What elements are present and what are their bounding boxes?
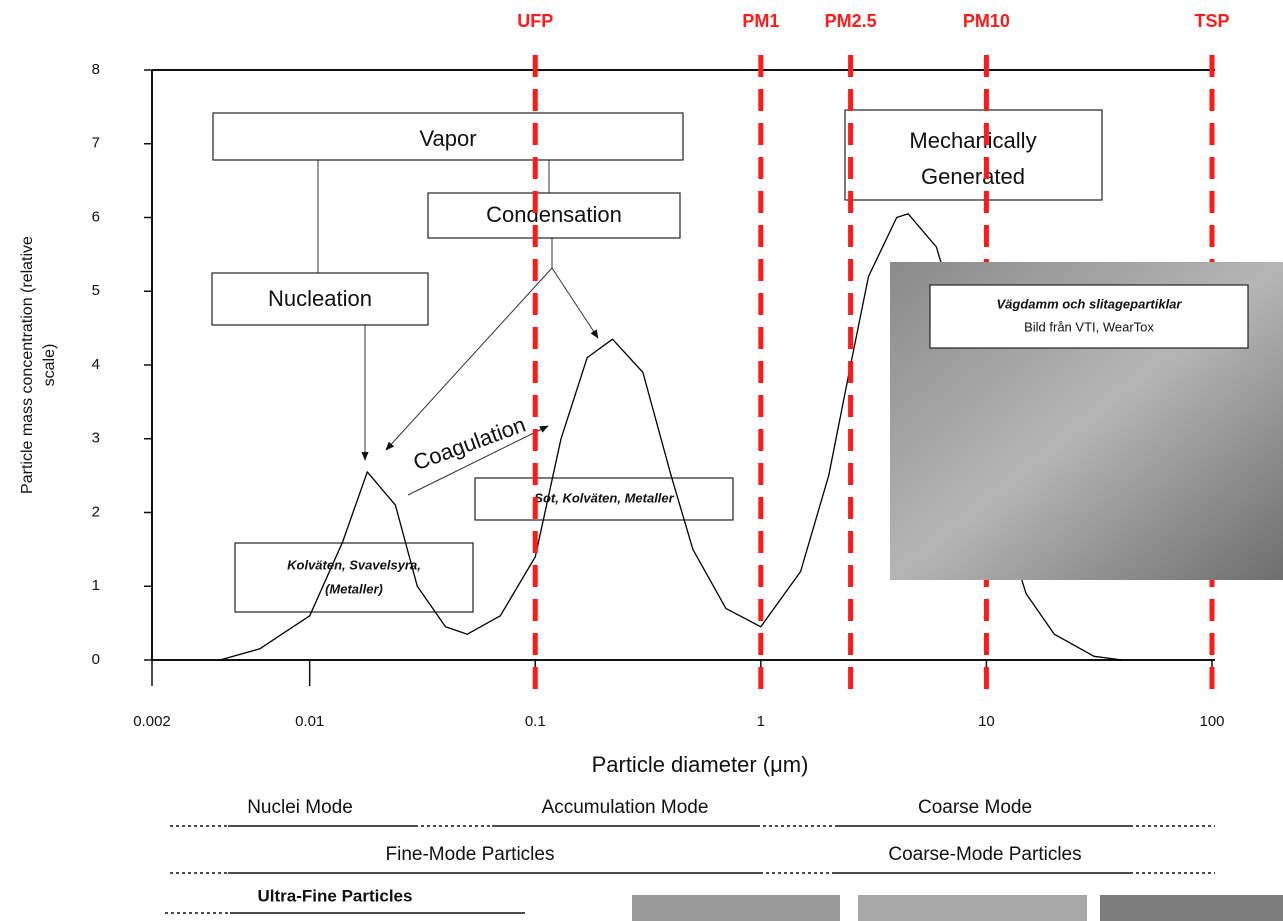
ultrafine-label: Ultra-Fine Particles	[258, 886, 413, 905]
size-ranges: Nuclei Mode Accumulation Mode Coarse Mod…	[165, 797, 1215, 914]
x-tick-label: 10	[978, 713, 995, 730]
photo-caption-box	[929, 284, 1249, 349]
reference-label: PM1	[742, 11, 779, 31]
particles-label: Fine-Mode Particles	[386, 844, 555, 865]
y-axis-title: Particle mass concentration (relative	[19, 236, 36, 494]
mechanical-box	[844, 109, 1103, 201]
reference-label: TSP	[1194, 11, 1229, 31]
x-tick-label: 100	[1199, 713, 1224, 730]
soot-box	[474, 477, 734, 521]
organics-note: Kolväten, Svavelsyra,	[287, 557, 421, 572]
y-tick-label: 6	[92, 208, 100, 225]
vapor-label: Vapor	[419, 126, 476, 151]
y-tick-label: 5	[92, 282, 100, 299]
y-tick-label: 7	[92, 135, 100, 152]
thumbnail	[1100, 895, 1283, 921]
particles-label: Coarse-Mode Particles	[888, 844, 1081, 865]
y-tick-label: 4	[92, 356, 100, 373]
x-tick-label: 0.01	[295, 713, 324, 730]
axes: 0 1 2 3 4 5 6 7 8 0.002 0.01 0.1 1 10 100	[92, 61, 1225, 730]
x-tick-label: 1	[757, 713, 765, 730]
soot-note: Sot, Kolväten, Metaller	[534, 490, 674, 505]
reference-label: UFP	[517, 11, 553, 31]
condensation-label: Condensation	[486, 202, 622, 227]
arrow	[407, 425, 549, 496]
vapor-box	[212, 112, 684, 161]
thumbnail	[632, 895, 840, 921]
mode-label: Nuclei Mode	[247, 797, 353, 818]
y-tick-label: 2	[92, 503, 100, 520]
y-tick-label: 0	[92, 651, 100, 668]
coagulation-label: Coagulation	[410, 412, 529, 476]
y-tick-label: 1	[92, 577, 100, 594]
y-axis-title: scale)	[41, 344, 58, 387]
x-tick-label: 0.1	[525, 713, 546, 730]
reference-label: PM2.5	[825, 11, 877, 31]
arrow	[385, 267, 553, 451]
x-axis-title: Particle diameter (μm)	[592, 752, 809, 777]
mechanical-label: Mechanically	[909, 128, 1036, 153]
nucleation-label: Nucleation	[268, 286, 372, 311]
condensation-box	[427, 192, 681, 239]
photo-caption: Bild från VTI, WearTox	[1024, 319, 1154, 334]
arrow	[551, 267, 599, 339]
photo-caption: Vägdamm och slitagepartiklar	[997, 296, 1183, 311]
y-tick-label: 8	[92, 61, 100, 78]
x-tick-label: 0.002	[133, 713, 171, 730]
connectors	[317, 160, 599, 496]
mode-label: Coarse Mode	[918, 797, 1032, 818]
y-tick-label: 3	[92, 430, 100, 447]
reference-label: PM10	[963, 11, 1010, 31]
thumbnail	[858, 895, 1087, 921]
mechanical-label: Generated	[921, 164, 1025, 189]
mode-label: Accumulation Mode	[542, 797, 709, 818]
organics-box	[234, 542, 474, 613]
nucleation-box	[211, 272, 429, 326]
organics-note: (Metaller)	[325, 581, 383, 596]
